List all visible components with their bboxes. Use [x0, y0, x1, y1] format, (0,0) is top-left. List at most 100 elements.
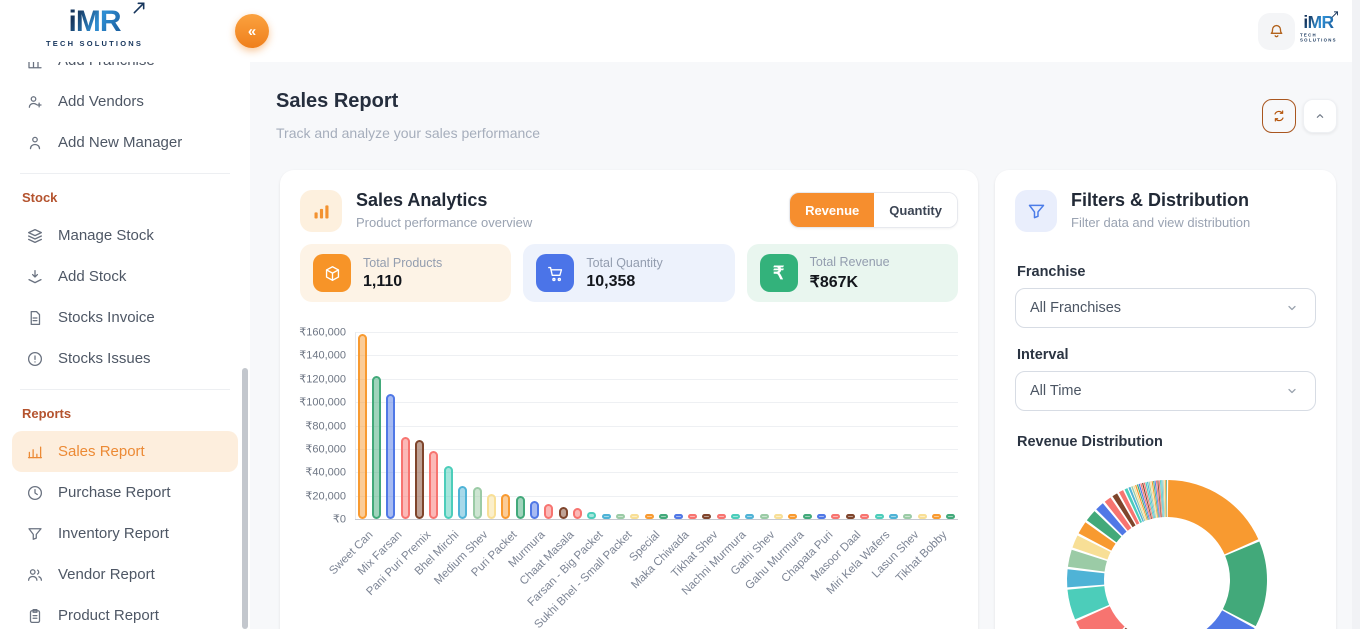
bar-0[interactable]	[357, 334, 367, 519]
bar-35[interactable]	[860, 514, 870, 519]
sidebar-item-sales-report[interactable]: Sales Report	[12, 431, 238, 472]
sidebar-item-stocks-invoice[interactable]: Stocks Invoice	[12, 297, 238, 338]
donut-slice-13[interactable]	[1104, 497, 1132, 531]
donut-slice-40[interactable]	[1164, 480, 1167, 518]
bar-1[interactable]	[372, 376, 382, 519]
bar-27[interactable]	[745, 514, 755, 519]
toggle-revenue-button[interactable]: Revenue	[790, 193, 875, 227]
donut-slice-24[interactable]	[1142, 482, 1152, 520]
donut-slice-33[interactable]	[1155, 480, 1161, 518]
notifications-button[interactable]	[1258, 13, 1295, 50]
donut-slice-36[interactable]	[1160, 480, 1164, 518]
bar-34[interactable]	[845, 514, 855, 519]
bar-6[interactable]	[443, 466, 453, 519]
donut-slice-30[interactable]	[1151, 481, 1158, 518]
donut-slice-37[interactable]	[1161, 480, 1164, 518]
donut-slice-17[interactable]	[1128, 486, 1144, 522]
donut-slice-5[interactable]	[1076, 606, 1125, 629]
bar-40[interactable]	[931, 514, 941, 519]
bar-32[interactable]	[817, 514, 827, 519]
sidebar-item-add-vendors[interactable]: Add Vendors	[12, 81, 238, 122]
bar-41[interactable]	[946, 514, 956, 519]
bar-17[interactable]	[601, 514, 611, 519]
franchise-select[interactable]: All Franchises	[1015, 288, 1316, 328]
bar-3[interactable]	[400, 437, 410, 519]
donut-slice-39[interactable]	[1163, 480, 1166, 518]
bar-26[interactable]	[730, 514, 740, 519]
donut-slice-41[interactable]	[1166, 480, 1167, 518]
donut-slice-11[interactable]	[1086, 511, 1122, 543]
donut-slice-20[interactable]	[1135, 484, 1148, 521]
bar-28[interactable]	[759, 514, 769, 519]
donut-slice-6[interactable]	[1067, 586, 1110, 620]
donut-slice-21[interactable]	[1136, 484, 1149, 520]
bar-2[interactable]	[386, 393, 396, 519]
bar-15[interactable]	[573, 508, 583, 519]
bar-13[interactable]	[544, 503, 554, 519]
donut-slice-19[interactable]	[1133, 485, 1147, 521]
bar-38[interactable]	[903, 514, 913, 519]
donut-slice-29[interactable]	[1150, 481, 1158, 518]
donut-slice-8[interactable]	[1067, 549, 1107, 572]
page-scrollbar[interactable]	[1352, 0, 1360, 629]
donut-slice-25[interactable]	[1143, 482, 1154, 519]
toggle-quantity-button[interactable]: Quantity	[874, 193, 957, 227]
sidebar-item-manage-stock[interactable]: Manage Stock	[12, 215, 238, 256]
sidebar-item-add-new-manager[interactable]: Add New Manager	[12, 122, 238, 163]
donut-slice-26[interactable]	[1145, 482, 1155, 519]
interval-select[interactable]: All Time	[1015, 371, 1316, 411]
donut-slice-14[interactable]	[1112, 493, 1136, 528]
bar-8[interactable]	[472, 487, 482, 519]
bar-12[interactable]	[529, 500, 539, 519]
donut-slice-35[interactable]	[1158, 480, 1163, 518]
donut-slice-28[interactable]	[1148, 481, 1157, 519]
bar-31[interactable]	[802, 514, 812, 519]
bar-5[interactable]	[429, 451, 439, 519]
bar-18[interactable]	[616, 514, 626, 519]
bar-10[interactable]	[501, 494, 511, 519]
bar-37[interactable]	[888, 514, 898, 519]
donut-slice-12[interactable]	[1096, 503, 1127, 536]
bar-7[interactable]	[458, 486, 468, 519]
sidebar-collapse-button[interactable]: «	[235, 14, 269, 48]
sidebar-item-add-franchise[interactable]: Add Franchise	[12, 62, 238, 81]
sidebar-scrollbar[interactable]	[242, 368, 248, 629]
bar-9[interactable]	[486, 494, 496, 519]
bar-23[interactable]	[687, 514, 697, 519]
bar-22[interactable]	[673, 514, 683, 519]
sidebar-item-purchase-report[interactable]: Purchase Report	[12, 472, 238, 513]
refresh-button[interactable]	[1262, 99, 1296, 133]
donut-slice-16[interactable]	[1124, 488, 1143, 523]
donut-slice-32[interactable]	[1154, 480, 1160, 518]
bar-33[interactable]	[831, 514, 841, 519]
sidebar-item-product-report[interactable]: Product Report	[12, 595, 238, 629]
bar-25[interactable]	[716, 514, 726, 519]
donut-slice-15[interactable]	[1118, 490, 1140, 525]
sidebar-item-vendor-report[interactable]: Vendor Report	[12, 554, 238, 595]
sidebar-item-add-stock[interactable]: Add Stock	[12, 256, 238, 297]
bar-16[interactable]	[587, 511, 597, 519]
donut-slice-2[interactable]	[1186, 610, 1255, 629]
bar-29[interactable]	[774, 514, 784, 519]
bar-39[interactable]	[917, 514, 927, 519]
bar-36[interactable]	[874, 514, 884, 519]
donut-slice-22[interactable]	[1138, 483, 1150, 520]
donut-slice-34[interactable]	[1157, 480, 1162, 518]
sidebar-item-stocks-issues[interactable]: Stocks Issues	[12, 338, 238, 379]
bar-4[interactable]	[415, 439, 425, 519]
donut-slice-1[interactable]	[1222, 541, 1267, 627]
collapse-panel-button[interactable]	[1303, 99, 1337, 133]
donut-slice-0[interactable]	[1167, 480, 1259, 555]
bar-24[interactable]	[702, 514, 712, 519]
bar-14[interactable]	[558, 506, 568, 519]
bar-11[interactable]	[515, 496, 525, 519]
donut-slice-31[interactable]	[1153, 480, 1159, 518]
bar-30[interactable]	[788, 514, 798, 519]
donut-slice-23[interactable]	[1140, 483, 1151, 520]
bar-20[interactable]	[644, 514, 654, 519]
donut-slice-38[interactable]	[1162, 480, 1165, 518]
donut-slice-10[interactable]	[1078, 522, 1116, 551]
sidebar-item-inventory-report[interactable]: Inventory Report	[12, 513, 238, 554]
donut-slice-27[interactable]	[1146, 481, 1156, 519]
donut-slice-9[interactable]	[1072, 535, 1111, 560]
